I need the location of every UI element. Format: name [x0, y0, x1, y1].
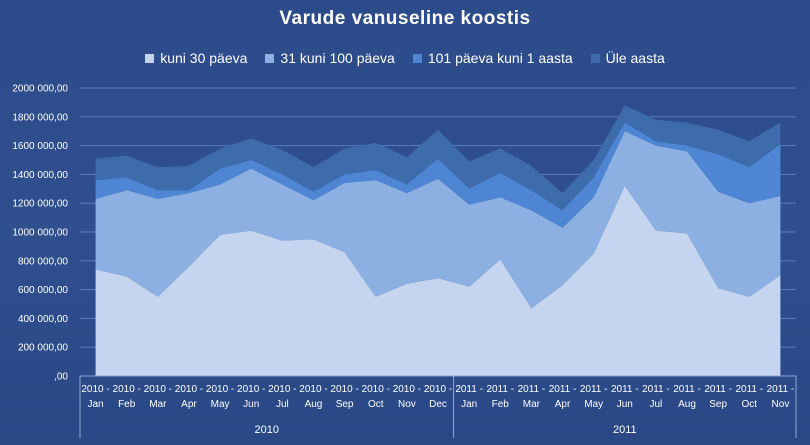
x-tick-month-14: Mar [523, 399, 541, 410]
x-tick-month-3: Apr [181, 399, 197, 410]
legend-swatch-series-1 [145, 53, 155, 63]
area-series-4 [95, 105, 781, 211]
x-tick-year-0: 2010 - [81, 384, 109, 395]
legend-label-series-1: kuni 30 päeva [160, 50, 248, 66]
x-tick-year-21: 2011 - [735, 384, 763, 395]
x-tick-month-10: Nov [398, 399, 416, 410]
x-tick-year-2: 2010 - [144, 384, 172, 395]
legend-swatch-series-4 [590, 53, 600, 63]
legend: kuni 30 päeva 31 kuni 100 päeva 101 päev… [0, 50, 810, 66]
x-tick-month-18: Jul [650, 399, 663, 410]
x-tick-month-15: Apr [555, 399, 571, 410]
y-tick-label-2: 400 000,00 [18, 314, 68, 325]
area-series-2 [95, 131, 781, 309]
x-tick-month-0: Jan [88, 399, 104, 410]
legend-label-series-2: 31 kuni 100 päeva [280, 50, 395, 66]
x-tick-month-2: Mar [149, 399, 167, 410]
x-tick-year-6: 2010 - [268, 384, 296, 395]
x-tick-month-1: Feb [118, 399, 136, 410]
x-tick-month-13: Feb [492, 399, 510, 410]
legend-label-series-3: 101 päeva kuni 1 aasta [427, 50, 573, 66]
x-tick-year-18: 2011 - [642, 384, 670, 395]
x-tick-month-12: Jan [461, 399, 477, 410]
legend-item-series-1: kuni 30 päeva [145, 50, 247, 66]
x-tick-month-20: Sep [709, 399, 727, 410]
x-tick-year-13: 2011 - [486, 384, 514, 395]
y-tick-label-0: ,00 [54, 372, 68, 383]
x-tick-year-14: 2011 - [518, 384, 546, 395]
y-tick-label-5: 1000 000,00 [12, 228, 68, 239]
legend-item-series-4: Üle aasta [590, 50, 665, 66]
x-tick-year-20: 2011 - [704, 384, 732, 395]
x-tick-year-17: 2011 - [611, 384, 639, 395]
x-tick-month-21: Oct [742, 399, 758, 410]
x-tick-month-6: Jul [276, 399, 289, 410]
legend-item-series-3: 101 päeva kuni 1 aasta [412, 50, 573, 66]
x-tick-month-16: May [584, 399, 603, 410]
y-tick-label-10: 2000 000,00 [12, 84, 68, 95]
x-tick-month-17: Jun [617, 399, 633, 410]
x-tick-year-19: 2011 - [673, 384, 701, 395]
y-tick-label-8: 1600 000,00 [12, 141, 68, 152]
x-tick-year-4: 2010 - [206, 384, 234, 395]
x-tick-year-12: 2011 - [455, 384, 483, 395]
chart-title: Varude vanuseline koostis [279, 8, 531, 29]
x-tick-year-3: 2010 - [175, 384, 203, 395]
x-tick-year-9: 2010 - [362, 384, 390, 395]
y-tick-label-7: 1400 000,00 [12, 170, 68, 181]
group-label-0: 2010 [255, 424, 279, 436]
y-tick-label-1: 200 000,00 [18, 343, 68, 354]
x-tick-year-11: 2010 - [424, 384, 452, 395]
x-tick-month-22: Nov [772, 399, 790, 410]
legend-item-series-2: 31 kuni 100 päeva [265, 50, 395, 66]
x-tick-year-5: 2010 - [237, 384, 265, 395]
y-tick-label-6: 1200 000,00 [12, 199, 68, 210]
group-label-1: 2011 [613, 424, 637, 436]
x-tick-month-8: Sep [336, 399, 354, 410]
y-tick-label-3: 600 000,00 [18, 285, 68, 296]
x-tick-year-7: 2010 - [299, 384, 327, 395]
x-tick-year-8: 2010 - [330, 384, 358, 395]
area-series-1 [95, 185, 781, 376]
x-tick-month-7: Aug [305, 399, 323, 410]
x-tick-year-10: 2010 - [393, 384, 421, 395]
x-tick-year-22: 2011 - [767, 384, 795, 395]
legend-swatch-series-3 [412, 53, 422, 63]
x-tick-month-11: Dec [429, 399, 447, 410]
y-tick-label-9: 1800 000,00 [12, 112, 68, 123]
x-tick-month-9: Oct [368, 399, 384, 410]
x-tick-month-4: May [211, 399, 230, 410]
legend-swatch-series-2 [265, 53, 275, 63]
legend-label-series-4: Üle aasta [605, 50, 665, 66]
x-tick-month-5: Jun [243, 399, 259, 410]
area-series-3 [95, 122, 781, 228]
x-tick-year-15: 2011 - [549, 384, 577, 395]
x-tick-year-16: 2011 - [580, 384, 608, 395]
y-tick-label-4: 800 000,00 [18, 256, 68, 267]
x-tick-month-19: Aug [678, 399, 696, 410]
x-tick-year-1: 2010 - [113, 384, 141, 395]
